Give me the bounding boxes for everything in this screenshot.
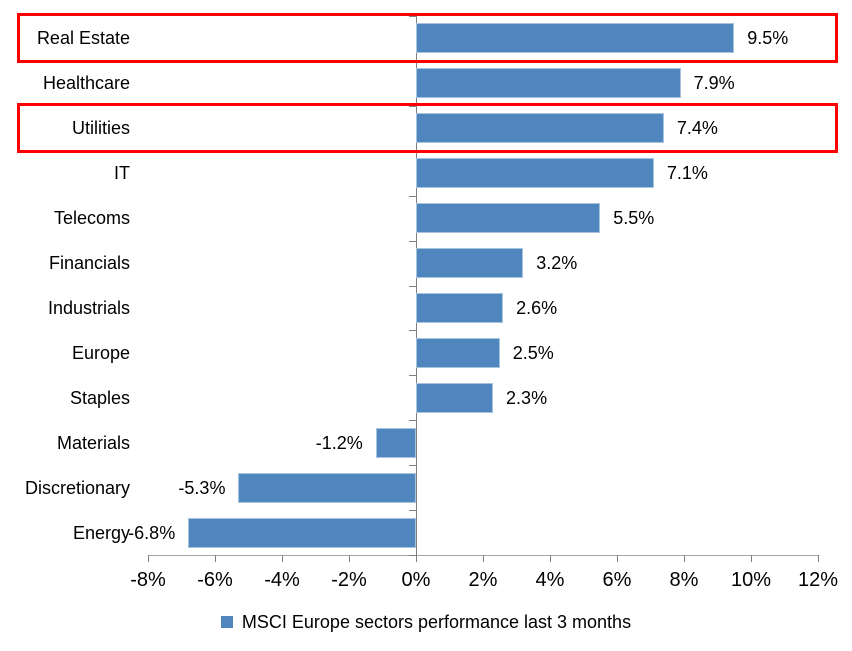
category-label-staples: Staples — [69, 387, 130, 408]
category-label-industrials: Industrials — [47, 297, 130, 318]
legend-label: MSCI Europe sectors performance last 3 m… — [241, 612, 632, 632]
legend: MSCI Europe sectors performance last 3 m… — [0, 605, 852, 639]
category-label-real-estate: Real Estate — [36, 28, 130, 49]
bar-financials — [416, 248, 524, 279]
x-axis-tick-label: -2% — [331, 569, 367, 591]
x-axis-tick — [617, 555, 618, 562]
y-axis-tick — [409, 195, 416, 197]
y-axis-tick — [409, 555, 416, 556]
category-label-telecoms: Telecoms — [53, 208, 130, 229]
bar-discretionary — [238, 472, 416, 503]
x-axis-tick-label: 2% — [468, 569, 498, 591]
y-axis-tick — [409, 375, 416, 377]
bar-telecoms — [416, 203, 601, 234]
y-axis-tick — [409, 510, 416, 512]
x-axis-tick — [282, 555, 283, 562]
category-label-energy: Energy — [72, 522, 130, 543]
x-axis-tick-label: 4% — [535, 569, 565, 591]
y-axis-tick — [409, 420, 416, 422]
category-label-healthcare: Healthcare — [42, 73, 130, 94]
x-axis-tick-label: -4% — [264, 569, 300, 591]
x-axis-tick-label: -8% — [130, 569, 166, 591]
y-axis-tick — [409, 285, 416, 287]
bar-staples — [416, 382, 494, 413]
bar-materials — [375, 427, 416, 458]
value-label-healthcare: 7.9% — [693, 73, 735, 94]
category-label-europe: Europe — [71, 342, 130, 363]
bar-europe — [416, 337, 500, 368]
value-label-materials: -1.2% — [315, 432, 363, 453]
category-label-utilities: Utilities — [71, 118, 130, 139]
value-label-energy: -6.8% — [128, 522, 176, 543]
x-axis-tick-label: 8% — [669, 569, 699, 591]
x-axis-tick — [751, 555, 752, 562]
x-axis-tick-label: 0% — [401, 569, 431, 591]
x-axis-tick — [483, 555, 484, 562]
y-axis-tick — [409, 330, 416, 332]
category-label-materials: Materials — [56, 432, 130, 453]
highlight-box-utilities — [17, 103, 838, 154]
y-axis-tick — [409, 16, 416, 17]
highlight-box-real-estate — [17, 13, 838, 64]
value-label-discretionary: -5.3% — [178, 477, 226, 498]
value-label-financials: 3.2% — [536, 253, 578, 274]
value-label-staples: 2.3% — [506, 387, 548, 408]
bar-it — [416, 158, 654, 189]
x-axis-tick — [684, 555, 685, 562]
bar-real-estate — [416, 23, 735, 54]
x-axis-tick — [349, 555, 350, 562]
category-label-it: IT — [114, 163, 130, 184]
x-axis-tick — [550, 555, 551, 562]
value-label-telecoms: 5.5% — [613, 208, 655, 229]
value-label-europe: 2.5% — [512, 342, 554, 363]
y-axis-tick — [409, 105, 416, 107]
value-label-utilities: 7.4% — [676, 118, 718, 139]
category-label-discretionary: Discretionary — [24, 477, 130, 498]
category-label-financials: Financials — [48, 253, 130, 274]
legend-swatch-icon — [220, 616, 233, 628]
x-axis-tick-label: 12% — [797, 569, 839, 591]
y-axis-tick — [409, 240, 416, 242]
x-axis-tick-label: 6% — [602, 569, 632, 591]
value-label-industrials: 2.6% — [516, 297, 558, 318]
x-axis-tick-label: 10% — [730, 569, 772, 591]
bar-industrials — [416, 292, 504, 323]
x-axis-tick — [818, 555, 819, 562]
x-axis-tick-label: -6% — [197, 569, 233, 591]
value-label-real-estate: 9.5% — [747, 28, 789, 49]
bar-utilities — [416, 113, 664, 144]
x-axis-tick — [148, 555, 149, 562]
bar-energy — [188, 517, 416, 548]
x-axis-tick — [215, 555, 216, 562]
y-axis-line — [416, 16, 417, 562]
bar-healthcare — [416, 68, 681, 99]
value-label-it: 7.1% — [666, 163, 708, 184]
x-axis-tick — [416, 555, 417, 562]
y-axis-tick — [409, 465, 416, 467]
